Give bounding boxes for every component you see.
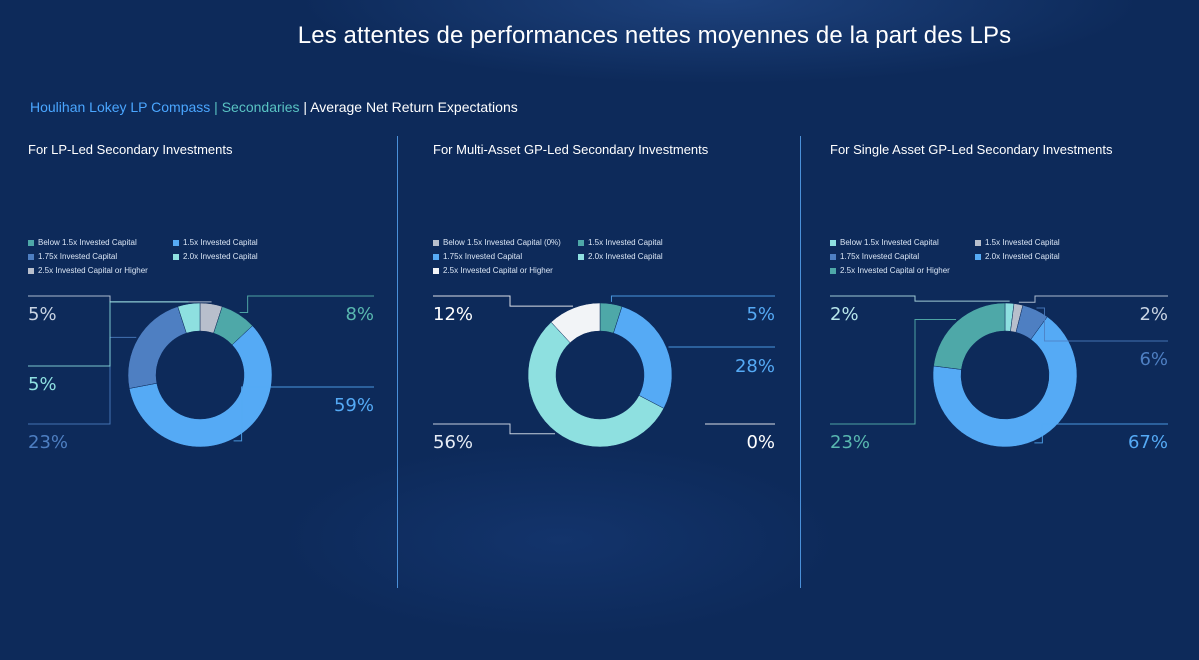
data-label: 28% (735, 356, 775, 377)
donut-slice (127, 306, 187, 389)
leader-line (830, 318, 957, 425)
legend-swatch (28, 267, 34, 274)
legend-swatch (830, 267, 836, 274)
legend-item: 1.75x Invested Capital (830, 252, 919, 261)
page-title: Les attentes de performances nettes moye… (297, 22, 1012, 49)
donut-slice (177, 302, 201, 334)
legend-swatch (578, 253, 584, 260)
leader-line (433, 295, 574, 307)
data-label: 12% (433, 304, 473, 325)
breadcrumb-brand: Houlihan Lokey LP Compass (30, 99, 211, 115)
donut-slice (932, 316, 1078, 448)
legend-item: 1.75x Invested Capital (28, 252, 117, 261)
legend-swatch (975, 253, 981, 260)
legend-label: Below 1.5x Invested Capital (0%) (443, 238, 561, 247)
legend-item: 2.0x Invested Capital (578, 252, 663, 261)
data-label: 8% (345, 304, 374, 325)
donut-chart: 2% 2% 6% 67% 23% (830, 295, 1168, 453)
legend-item: 1.75x Invested Capital (433, 252, 522, 261)
legend-swatch (28, 239, 34, 246)
breadcrumb-topic: Average Net Return Expectations (310, 99, 518, 115)
legend-swatch (830, 239, 836, 246)
data-label: 6% (1139, 349, 1168, 370)
panel-divider (800, 136, 801, 588)
chart-title: For LP-Led Secondary Investments (28, 142, 233, 157)
data-label: 2% (1139, 304, 1168, 325)
donut-chart: 5% 8% 59% 23% 5% (28, 295, 374, 453)
leader-line (1034, 423, 1168, 444)
leader-line (610, 295, 775, 302)
leader-line (830, 295, 1010, 302)
legend-label: Below 1.5x Invested Capital (38, 238, 137, 247)
legend-swatch (173, 239, 179, 246)
legend-swatch (28, 253, 34, 260)
legend-item: 1.5x Invested Capital (578, 238, 663, 247)
donut-slice (933, 302, 1006, 370)
legend-label: 1.5x Invested Capital (588, 238, 663, 247)
legend-swatch (830, 253, 836, 260)
legend-item: 2.5x Invested Capital or Higher (433, 266, 553, 275)
breadcrumb: Houlihan Lokey LP Compass | Secondaries … (30, 99, 518, 115)
chart-title: For Single Asset GP-Led Secondary Invest… (830, 142, 1113, 157)
legend-label: 1.5x Invested Capital (183, 238, 258, 247)
panel-divider (397, 136, 398, 588)
data-label: 56% (433, 432, 473, 453)
legend-label: 1.5x Invested Capital (985, 238, 1060, 247)
leader-line (239, 295, 374, 314)
leader-line (1018, 295, 1168, 303)
legend-item: 1.5x Invested Capital (975, 238, 1060, 247)
data-label: 23% (28, 432, 68, 453)
data-label: 0% (746, 432, 775, 453)
legend-swatch (433, 267, 439, 274)
breadcrumb-section: Secondaries (221, 99, 300, 115)
legend-item: 2.0x Invested Capital (975, 252, 1060, 261)
donut-chart: 0% 5% 28% 56% 12% (433, 295, 775, 453)
legend-item: 2.5x Invested Capital or Higher (28, 266, 148, 275)
leader-line (28, 336, 137, 425)
legend-label: 2.0x Invested Capital (183, 252, 258, 261)
legend-swatch (433, 253, 439, 260)
donut-slice (128, 325, 273, 448)
legend-item: 1.5x Invested Capital (173, 238, 258, 247)
legend-swatch (578, 239, 584, 246)
legend-item: Below 1.5x Invested Capital (830, 238, 939, 247)
legend-label: 1.75x Invested Capital (840, 252, 920, 261)
legend-label: Below 1.5x Invested Capital (840, 238, 939, 247)
legend-label: 2.5x Invested Capital or Higher (38, 266, 148, 275)
legend-label: 2.5x Invested Capital or Higher (443, 266, 553, 275)
donut-slice (613, 306, 673, 409)
legend-label: 2.0x Invested Capital (588, 252, 663, 261)
data-label: 59% (334, 395, 374, 416)
chart-panel-multi-asset: For Multi-Asset GP-Led Secondary Investm… (433, 0, 833, 660)
legend-label: 1.75x Invested Capital (38, 252, 118, 261)
chart-title: For Multi-Asset GP-Led Secondary Investm… (433, 142, 709, 157)
legend-label: 1.75x Invested Capital (443, 252, 523, 261)
leader-line (28, 295, 212, 303)
legend-item: Below 1.5x Invested Capital (0%) (433, 238, 561, 247)
legend-label: 2.5x Invested Capital or Higher (840, 266, 950, 275)
leader-line (433, 423, 556, 435)
chart-panel-single-asset: For Single Asset GP-Led Secondary Invest… (830, 0, 1199, 660)
data-label: 2% (830, 304, 859, 325)
breadcrumb-separator: | (210, 99, 222, 115)
donut-slice (550, 302, 601, 344)
legend-swatch (433, 239, 439, 246)
data-label: 5% (28, 374, 57, 395)
data-label: 5% (746, 304, 775, 325)
breadcrumb-separator: | (299, 99, 311, 115)
leader-line (1036, 307, 1168, 342)
data-label: 5% (28, 304, 57, 325)
data-label: 67% (1128, 432, 1168, 453)
data-label: 23% (830, 432, 870, 453)
legend-swatch (975, 239, 981, 246)
legend-item: 2.0x Invested Capital (173, 252, 258, 261)
leader-line (233, 386, 374, 442)
chart-panel-lp-led: For LP-Led Secondary Investments Below 1… (28, 0, 428, 660)
legend-item: 2.5x Invested Capital or Higher (830, 266, 950, 275)
legend-label: 2.0x Invested Capital (985, 252, 1060, 261)
legend-item: Below 1.5x Invested Capital (28, 238, 137, 247)
legend-swatch (173, 253, 179, 260)
leader-line (28, 301, 189, 367)
